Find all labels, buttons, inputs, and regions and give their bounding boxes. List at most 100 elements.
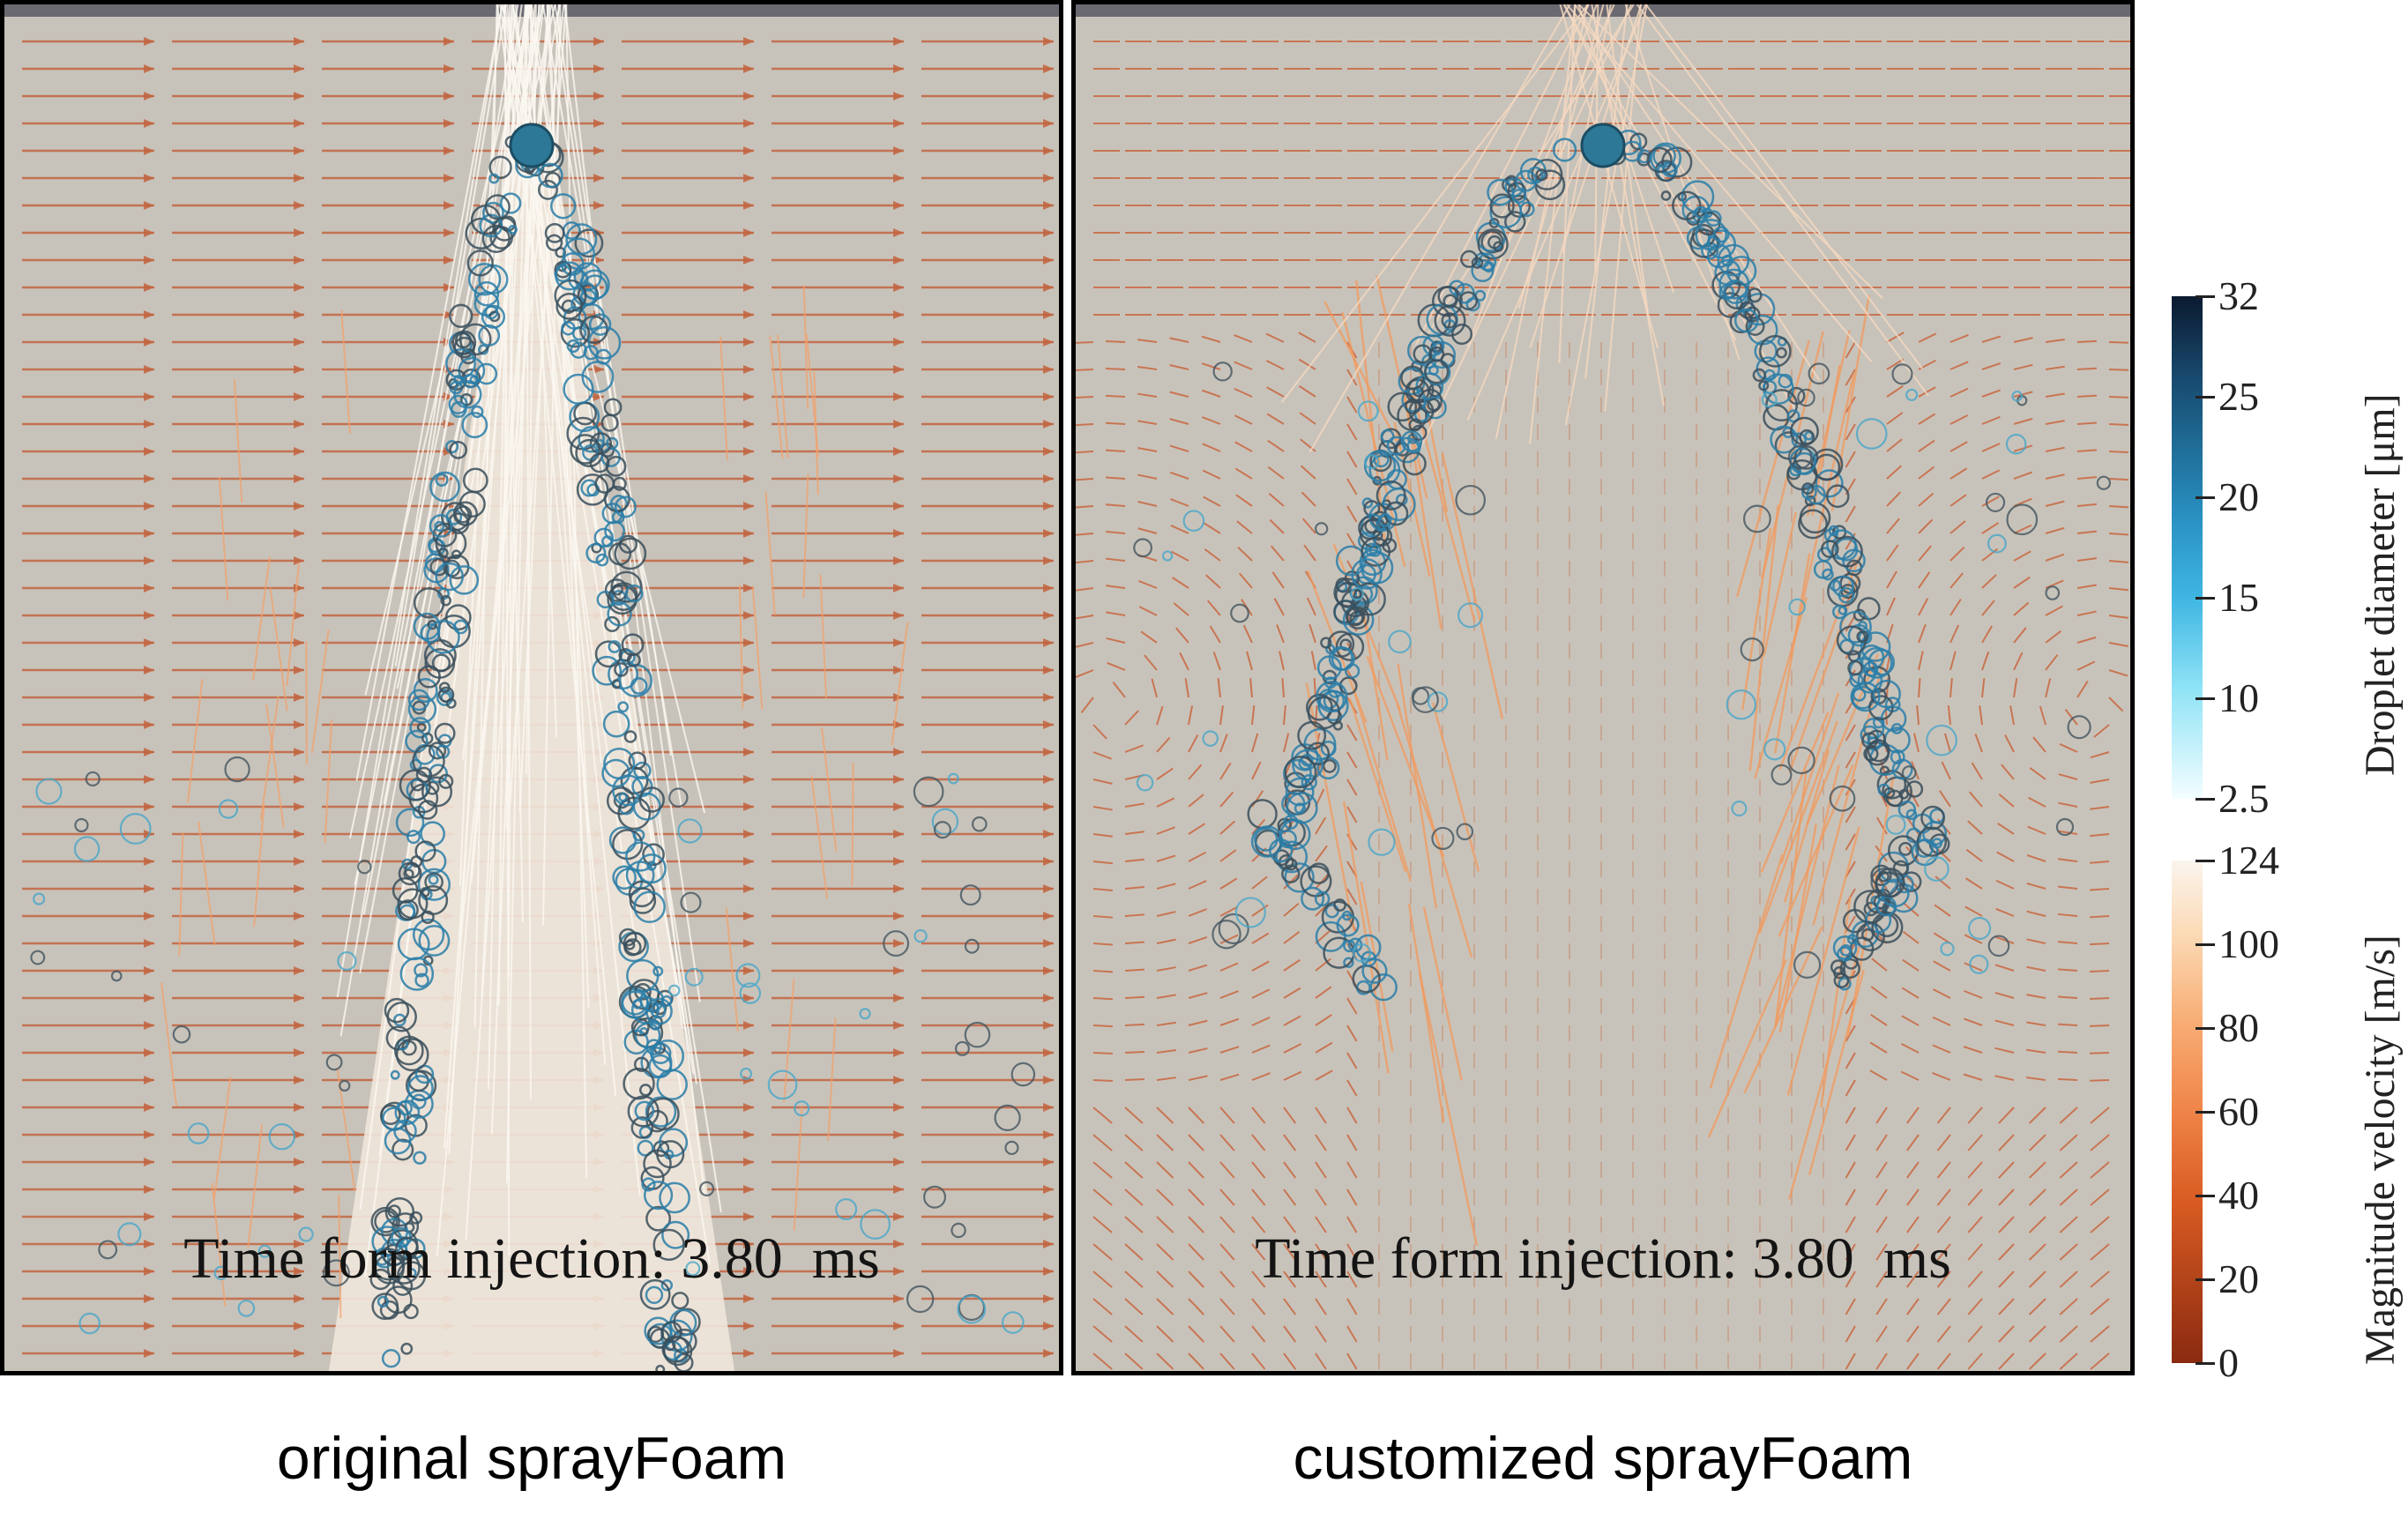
velocity-arrow [1998,1270,2015,1288]
velocity-arrow [1315,958,1331,972]
droplet [1400,365,1425,391]
velocity-arrow [2059,1270,2078,1288]
droplet [370,1206,400,1237]
droplet [630,1116,654,1139]
velocity-arrow [1900,1070,1920,1081]
velocity-arrowhead [294,1294,304,1303]
droplet [390,1069,400,1080]
velocity-arrow [1106,585,1126,589]
velocity-arrow [2089,943,2110,946]
velocity-arrow [2090,1298,2110,1315]
velocity-arrow [2026,1076,2046,1081]
droplet [1885,815,1906,835]
droplet-diameter-colorbar [2172,296,2203,799]
droplet [1905,780,1924,798]
velocity-arrowhead [294,584,304,592]
velocity-arrow [1950,414,1969,425]
droplet [466,250,494,277]
velocity-arrow [1209,625,1221,644]
velocity-arrowhead [1043,119,1054,128]
velocity-arrow [1092,1298,1113,1315]
velocity-arrowhead [743,1212,754,1221]
velocity-arrow [2013,337,2033,343]
velocity-arrow [1124,1078,1145,1081]
droplet [629,887,657,914]
velocity-arrow [1315,1298,1327,1315]
velocity-arrow [1995,907,2015,917]
velocity-arrow [1964,934,1983,944]
velocity-arrowhead [294,1267,304,1276]
droplet [1431,826,1455,850]
velocity-arrow [2090,1107,2110,1124]
velocity-arrow [2045,338,2065,343]
droplet [652,965,664,977]
velocity-arrow [1283,1161,1297,1179]
velocity-arrow [1875,845,1888,862]
velocity-arrowhead [1043,638,1054,647]
droplet [1852,688,1867,702]
droplet [1855,418,1888,450]
velocity-arrow [2013,363,2033,370]
shear-streak [1793,373,1855,643]
velocity-arrow [1234,387,1253,398]
velocity-arrow [1188,992,1208,999]
droplet [1212,361,1233,382]
velocity-arrow [1156,1021,1176,1026]
droplet [224,756,250,783]
velocity-arrow [1932,1044,1951,1054]
velocity-arrowhead [294,447,304,456]
droplet [413,587,445,619]
velocity-arrowhead [1043,1212,1054,1221]
velocity-arrowhead [743,1267,754,1276]
droplet [633,1056,650,1072]
velocity-arrow [1901,1015,1920,1026]
velocity-arrow [2090,1352,2110,1370]
velocity-arrow [2028,1325,2046,1343]
velocity-arrow [1936,1325,1951,1343]
velocity-arrowhead [1043,939,1054,948]
velocity-arrowhead [593,201,604,210]
velocity-arrowhead [294,966,304,975]
velocity-arrowhead [144,529,154,538]
velocity-arrowhead [893,912,904,920]
velocity-arrow [1315,986,1332,999]
droplet [1211,920,1241,950]
velocity-arrow [1875,1270,1888,1288]
velocity-arrow [1906,1107,1920,1124]
droplet [660,995,673,1007]
droplet [1413,344,1433,364]
velocity-arrow [1076,560,1094,564]
velocity-arrowhead [743,1158,754,1166]
velocity-arrow [1918,413,1936,425]
velocity-arrow [1971,762,1983,780]
velocity-arrow [2108,697,2124,712]
velocity-arrow [1251,1134,1266,1151]
shear-streak [1763,511,1797,657]
droplet [403,1303,419,1320]
tip-streak [1577,4,1674,294]
velocity-arrow [2076,339,2098,343]
velocity-tick-mark [2196,1195,2215,1197]
velocity-arrow [1156,1161,1174,1179]
entrainment-streak [186,679,204,803]
velocity-arrow [1219,1161,1235,1179]
droplet [407,689,430,712]
velocity-arrow [1950,441,1968,452]
droplet [417,800,438,820]
velocity-arrow [1251,876,1268,890]
droplet [429,514,453,538]
droplet [1368,454,1401,486]
velocity-arrow [1156,1352,1174,1370]
velocity-arrowhead [743,228,754,237]
droplet [1458,291,1479,310]
velocity-arrowhead [893,1130,904,1139]
droplet [1825,484,1850,509]
droplet [1820,540,1839,559]
original-spray-field [4,4,1059,1371]
droplet [1804,495,1816,507]
droplet [650,1019,661,1031]
velocity-arrow [1270,545,1285,562]
droplet [554,260,572,279]
velocity-arrowhead [893,1021,904,1030]
velocity-arrow [1299,412,1316,425]
